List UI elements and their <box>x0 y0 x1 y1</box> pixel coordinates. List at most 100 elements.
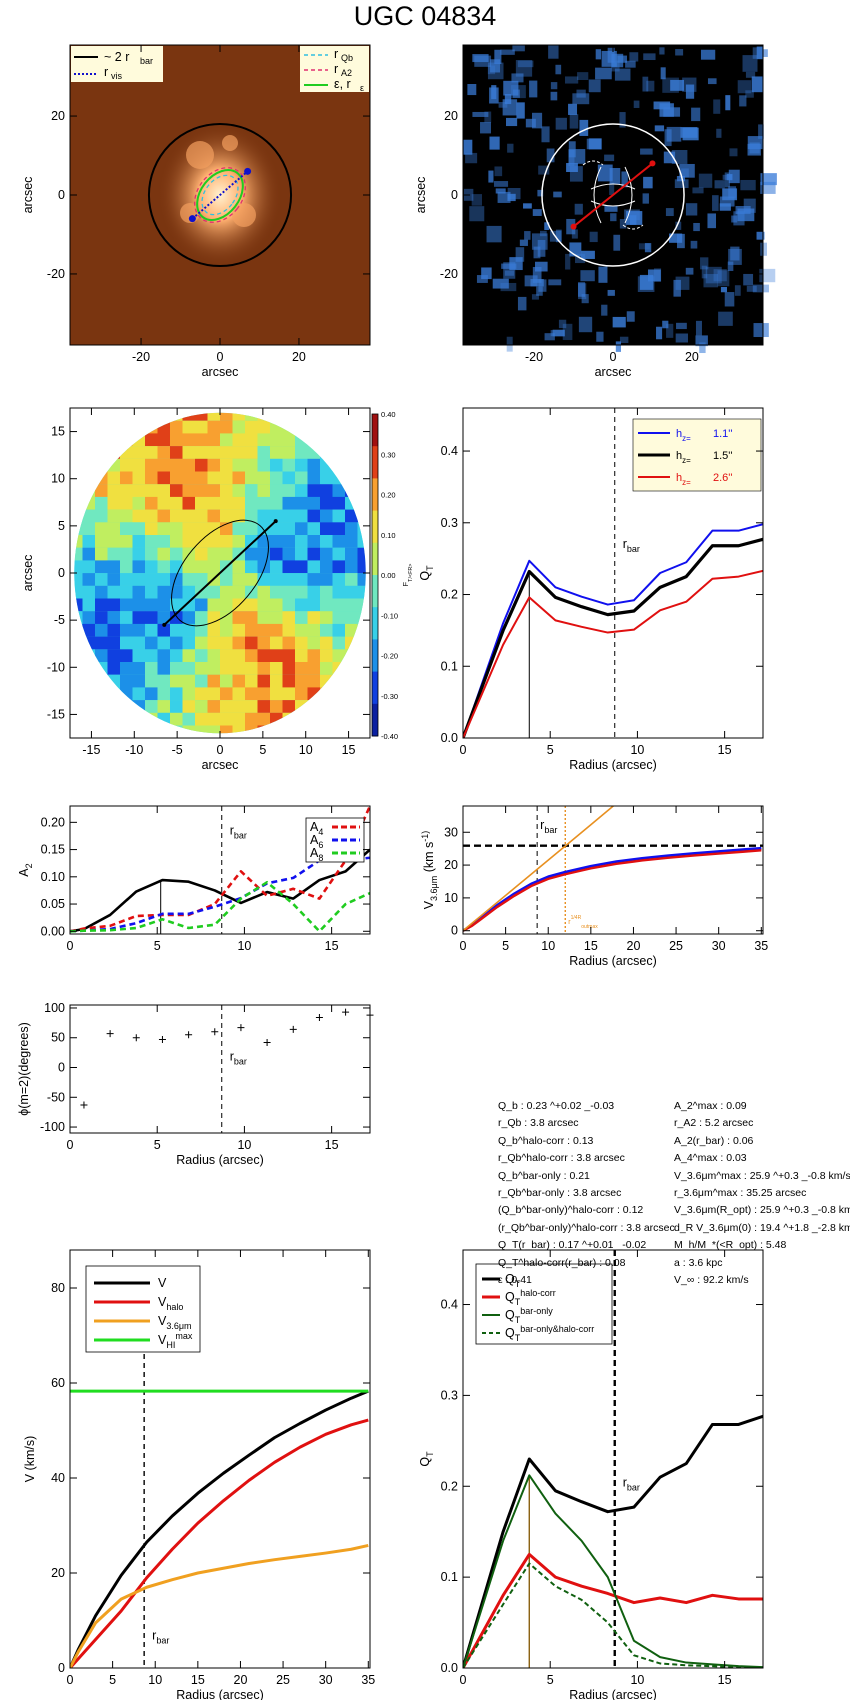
ft-cell <box>357 547 366 561</box>
ft-cell <box>282 611 296 624</box>
ratio-pixel <box>465 152 478 164</box>
series-line <box>70 848 370 933</box>
ft-cell <box>332 700 346 713</box>
ratio-pixel <box>601 304 608 316</box>
y-tick-label: 0.3 <box>441 1388 458 1402</box>
ratio-pixel <box>642 193 649 204</box>
ratio-pixel <box>604 154 615 162</box>
bar-axis <box>572 162 654 228</box>
y-tick-label: 0 <box>58 566 65 580</box>
ratio-pixel <box>493 181 509 187</box>
ft-cell <box>345 509 358 523</box>
text-fragment: max <box>588 924 598 930</box>
ft-cell <box>307 458 321 472</box>
ft-cell <box>232 420 246 434</box>
ratio-pixel <box>691 107 701 122</box>
bar-endpoint <box>162 622 167 627</box>
ratio-pixel <box>505 117 518 127</box>
x-tick-label: 10 <box>148 1673 162 1687</box>
ft-cell <box>157 412 171 421</box>
ratio-pixel <box>495 188 506 194</box>
ft-cell <box>220 725 233 734</box>
ratio-pixel <box>737 80 752 94</box>
x-tick-label: 5 <box>154 1138 161 1152</box>
ft-cell <box>307 535 321 548</box>
ft-cell <box>282 484 296 497</box>
ratio-pixel <box>690 240 698 249</box>
ratio-pixel <box>695 320 702 336</box>
ft-cell <box>207 725 221 734</box>
ft-cell <box>132 446 146 459</box>
ft-cell <box>282 412 296 421</box>
x-tick-label: 10 <box>237 939 251 953</box>
colorbar-tick-label: 0.30 <box>381 450 396 459</box>
ft-cell <box>295 700 308 713</box>
ft-cell <box>120 662 133 675</box>
ratio-pixel <box>752 284 769 293</box>
phase-point <box>237 1024 245 1032</box>
ft-cell <box>207 636 221 650</box>
rbar-label: rbar <box>152 1629 169 1646</box>
ft-cell <box>195 446 208 459</box>
y-tick-label: 0 <box>58 1061 65 1075</box>
ft-cell <box>107 623 121 637</box>
ratio-pixel <box>759 268 776 283</box>
ft-cell <box>332 458 346 472</box>
ratio-pixel <box>734 285 741 296</box>
ft-cell <box>195 458 208 472</box>
ratio-pixel <box>558 319 567 329</box>
ft-cell <box>82 649 96 663</box>
ratio-pixel <box>758 124 764 139</box>
ft-cell <box>220 623 233 637</box>
ft-cell <box>145 560 158 574</box>
y-tick-label: 0.1 <box>441 1570 458 1584</box>
ft-cell <box>74 547 83 561</box>
ft-cell <box>345 412 358 421</box>
x-tick-label: 35 <box>754 939 768 953</box>
x-tick-label: 5 <box>547 1673 554 1687</box>
ft-cell <box>270 687 283 701</box>
clipped-series <box>463 1250 763 1668</box>
figure-title: UGC 04834 <box>353 1 497 31</box>
x-tick-label: 5 <box>154 939 161 953</box>
legend-label: VHImax <box>158 1331 193 1350</box>
ratio-pixel <box>541 126 550 143</box>
ft-cell <box>145 674 158 688</box>
ft-cell <box>95 446 108 459</box>
ft-cell <box>195 509 208 523</box>
ft-cell <box>232 674 246 688</box>
ft-cell <box>107 496 121 510</box>
ft-cell <box>282 446 296 459</box>
ft-cell <box>82 496 96 510</box>
ellipse-eps <box>196 169 244 221</box>
ft-cell <box>195 412 208 421</box>
y-tick-label: 0.15 <box>41 843 65 857</box>
plot-frame <box>462 805 764 935</box>
ft-cell <box>357 458 366 472</box>
ft-cell <box>195 471 208 485</box>
bar-circle <box>147 122 293 268</box>
ratio-pixel <box>595 67 612 80</box>
text-fragment: r <box>152 1629 156 1643</box>
ft-cell <box>145 433 158 447</box>
ft-cell <box>307 547 321 561</box>
ratio-pixel <box>564 76 579 84</box>
ratio-pixel <box>506 336 513 352</box>
ft-cell <box>320 547 333 561</box>
ft-cell <box>245 412 258 421</box>
ft-cell <box>157 611 171 624</box>
ratio-pixel <box>746 285 757 292</box>
text-fragment: r <box>230 1049 234 1063</box>
ft-cell <box>245 420 258 434</box>
ratio-pixel <box>752 47 763 59</box>
x-tick-label: 0 <box>460 939 467 953</box>
ft-cell <box>320 585 333 599</box>
ratio-pixel <box>717 270 730 287</box>
ratio-pixel <box>537 189 544 197</box>
ft-cell <box>207 509 221 523</box>
ft-cell <box>145 712 158 726</box>
rmax-label: r1/4R outmax <box>568 915 598 930</box>
ft-cell <box>282 700 296 713</box>
ft-cell <box>157 598 171 612</box>
